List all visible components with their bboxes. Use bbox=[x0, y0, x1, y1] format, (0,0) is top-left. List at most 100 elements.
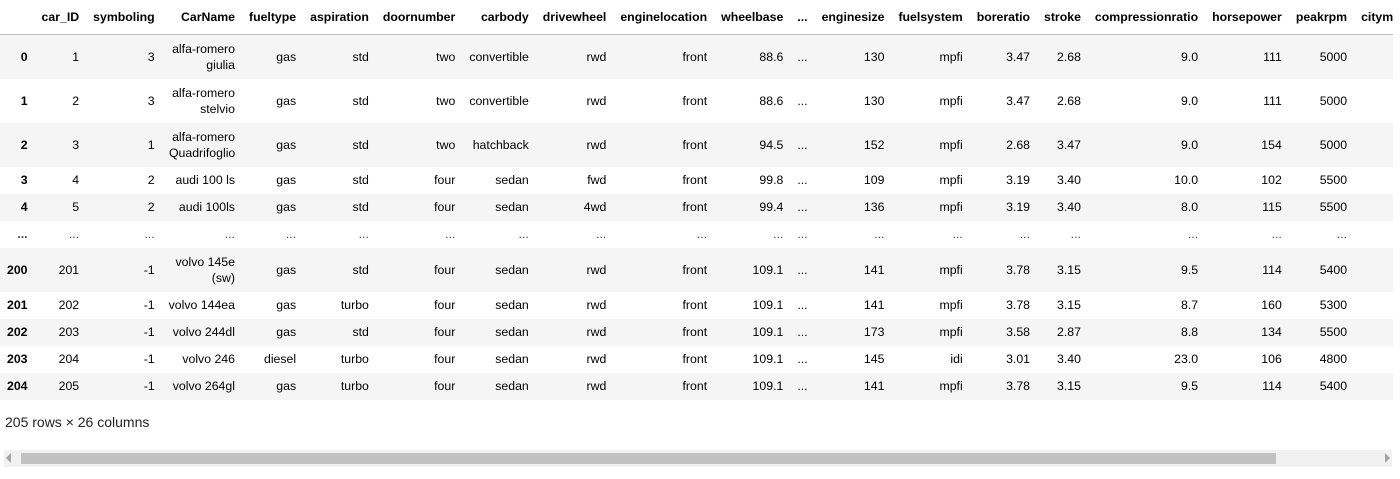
scroll-left-arrow-icon[interactable] bbox=[6, 453, 11, 463]
table-cell: mpfi bbox=[939, 379, 963, 393]
row-index: 2 bbox=[20, 137, 28, 152]
table-cell: 3.78 bbox=[1006, 262, 1030, 277]
table-cell: -1 bbox=[143, 352, 155, 366]
table-cell: 88.6 bbox=[759, 93, 784, 108]
index-header bbox=[0, 0, 35, 35]
table-cell: 109.1 bbox=[752, 325, 784, 339]
table-cell: four bbox=[434, 200, 456, 214]
table-cell: rwd bbox=[586, 137, 607, 152]
table-cell: 18 bbox=[1354, 194, 1393, 221]
table-cell: ... bbox=[952, 227, 963, 241]
table-cell: 141 bbox=[863, 262, 885, 277]
table-cell: 111 bbox=[1263, 49, 1282, 64]
table-cell: std bbox=[352, 262, 369, 277]
table-cell: hatchback bbox=[472, 137, 529, 152]
table-cell: idi bbox=[950, 352, 963, 366]
table-cell: 23 bbox=[1354, 248, 1393, 292]
table-cell: 3.19 bbox=[1006, 173, 1030, 187]
table-cell: 1 bbox=[147, 137, 155, 152]
table-cell: 160 bbox=[1261, 298, 1282, 312]
table-cell: ... bbox=[358, 227, 369, 241]
table-cell: 5500 bbox=[1319, 325, 1348, 339]
row-index: 204 bbox=[7, 379, 28, 393]
table-cell: 3.19 bbox=[1006, 200, 1030, 214]
table-cell: 19 bbox=[1354, 123, 1393, 167]
table-cell: gas bbox=[276, 325, 297, 339]
table-cell: std bbox=[352, 200, 369, 214]
table-cell: 19 bbox=[1354, 373, 1393, 400]
column-header: fuelsystem bbox=[891, 0, 970, 35]
column-header: wheelbase bbox=[714, 0, 791, 35]
scrollbar-thumb[interactable] bbox=[21, 453, 1276, 464]
car-name-text: alfa-romero Quadrifoglio bbox=[168, 129, 236, 160]
table-cell: 109 bbox=[863, 173, 885, 187]
column-header: peakrpm bbox=[1288, 0, 1355, 35]
table-cell: 21 bbox=[1354, 35, 1393, 79]
table-cell: 3.47 bbox=[1006, 49, 1030, 64]
table-cell: 8.8 bbox=[1181, 325, 1199, 339]
table-cell: turbo bbox=[340, 379, 369, 393]
table-cell: 3.47 bbox=[1056, 137, 1081, 152]
table-cell: 18 bbox=[1354, 319, 1393, 346]
column-header: horsepower bbox=[1205, 0, 1289, 35]
table-cell: ... bbox=[1187, 227, 1199, 241]
column-header: enginesize bbox=[814, 0, 892, 35]
table-cell: 3.40 bbox=[1056, 173, 1081, 187]
table-cell: four bbox=[434, 379, 456, 393]
table-cell: ... bbox=[68, 227, 80, 241]
table-cell: 114 bbox=[1262, 262, 1282, 277]
table-cell: diesel bbox=[263, 352, 297, 366]
table-cell: 5500 bbox=[1319, 173, 1348, 187]
scroll-right-arrow-icon[interactable] bbox=[1385, 453, 1390, 463]
table-cell: ... bbox=[797, 173, 808, 187]
table-cell: 3.58 bbox=[1006, 325, 1030, 339]
table-cell: 3.15 bbox=[1056, 262, 1081, 277]
table-cell: volvo 145e (sw) bbox=[162, 248, 242, 292]
car-name-text: alfa-romero stelvio bbox=[172, 85, 235, 116]
table-cell: 109.1 bbox=[752, 262, 784, 277]
table-cell: 2.68 bbox=[1056, 93, 1081, 108]
table-cell: gas bbox=[276, 49, 297, 64]
table-cell: 8.0 bbox=[1181, 200, 1199, 214]
table-row: ........................................… bbox=[0, 220, 1393, 248]
table-cell: ... bbox=[1354, 221, 1393, 248]
table-row: 203 204 -1 volvo 246 diesel turbo four sedan rwd… bbox=[0, 345, 1393, 373]
table-cell: 2 bbox=[72, 93, 80, 108]
table-cell: 134 bbox=[1261, 325, 1282, 339]
table-cell: volvo 246 bbox=[182, 352, 235, 366]
table-cell: rwd bbox=[586, 93, 607, 108]
table-cell: mpfi bbox=[939, 93, 963, 108]
table-cell: 203 bbox=[58, 325, 80, 339]
table-cell: 141 bbox=[863, 379, 885, 393]
horizontal-scrollbar[interactable] bbox=[4, 450, 1392, 467]
table-cell: four bbox=[434, 298, 456, 312]
table-cell: volvo 144ea bbox=[168, 298, 235, 312]
table-cell: 173 bbox=[863, 325, 885, 339]
column-header: doornumber bbox=[375, 0, 463, 35]
table-cell: ... bbox=[596, 227, 607, 241]
table-cell: 19 bbox=[1354, 292, 1393, 319]
table-cell: sedan bbox=[495, 352, 529, 366]
table-cell: ... bbox=[1070, 227, 1081, 241]
table-cell: 24 bbox=[1354, 167, 1393, 194]
table-cell: 9.0 bbox=[1181, 137, 1199, 152]
row-index: 202 bbox=[7, 325, 28, 339]
table-cell: 3 bbox=[72, 137, 80, 152]
table-cell: two bbox=[436, 93, 456, 108]
table-cell: -1 bbox=[143, 379, 155, 393]
table-cell: alfa-romero stelvio bbox=[162, 79, 242, 123]
table-cell: 3.78 bbox=[1006, 298, 1030, 312]
table-cell: 109.1 bbox=[752, 379, 784, 393]
table-cell: gas bbox=[276, 173, 297, 187]
table-body: 0 1 3 alfa-romero giulia gas std two convertibl… bbox=[0, 34, 1393, 400]
table-cell: 3.40 bbox=[1056, 352, 1081, 366]
table-cell: rwd bbox=[586, 298, 607, 312]
table-cell: 109.1 bbox=[752, 298, 784, 312]
table-cell: 201 bbox=[58, 262, 80, 277]
table-cell: ... bbox=[773, 227, 784, 241]
table-cell: gas bbox=[276, 262, 297, 277]
table-cell: ... bbox=[797, 49, 808, 64]
table-cell: 114 bbox=[1262, 379, 1282, 393]
table-cell: ... bbox=[797, 137, 808, 152]
car-name-text: alfa-romero giulia bbox=[172, 41, 235, 72]
